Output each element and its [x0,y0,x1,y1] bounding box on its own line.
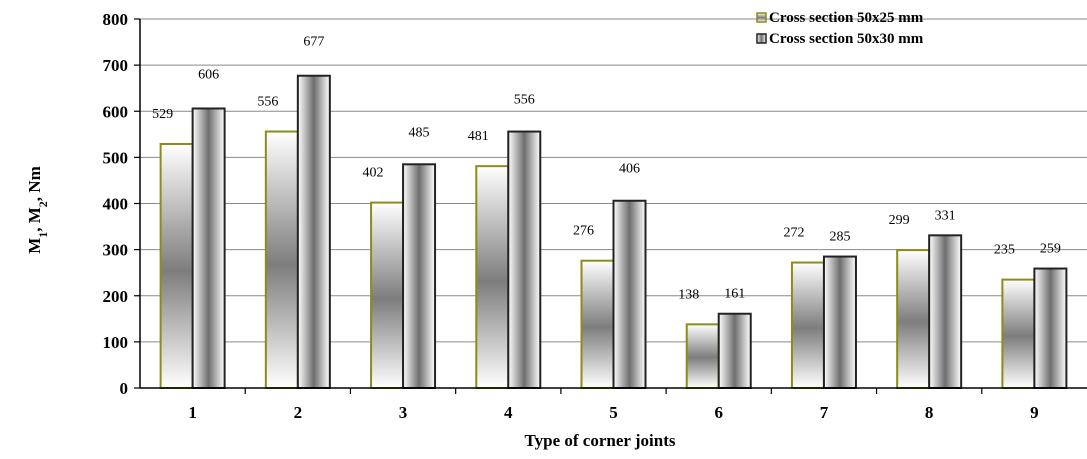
data-label-series-1-cat-3: 402 [363,166,384,181]
bar-series-2-cat-6 [717,312,752,389]
bar-series-2-cat-2 [296,74,331,389]
y-tick-label-100: 100 [103,333,129,352]
bars [159,74,1068,390]
bar-series-1-cat-5 [580,259,615,390]
x-tick-label-5: 5 [609,403,618,422]
data-label-series-2-cat-9: 259 [1040,242,1061,257]
x-tick-label-7: 7 [820,403,829,422]
x-tick-label-9: 9 [1030,403,1039,422]
bar-series-2-cat-3 [402,163,437,389]
x-tick-label-2: 2 [294,403,303,422]
legend-label-series-1: Cross section 50x25 mm [769,10,924,26]
x-tick-label-1: 1 [188,403,197,422]
x-tick-label-8: 8 [925,403,934,422]
bar-series-2-cat-1 [191,107,226,389]
data-label-series-1-cat-2: 556 [257,95,278,110]
y-axis-title-tail: , Nm [25,166,44,201]
data-label-series-1-cat-9: 235 [994,243,1015,258]
data-label-series-1-cat-7: 272 [783,226,804,241]
bar-series-2-cat-5 [612,199,647,389]
y-tick-label-700: 700 [103,56,129,75]
bar-series-1-cat-3 [370,201,405,389]
data-label-series-2-cat-7: 285 [829,230,850,245]
data-label-series-2-cat-5: 406 [619,162,640,177]
bar-series-1-cat-2 [264,130,299,389]
data-label-series-2-cat-3: 485 [409,125,430,140]
legend-swatch-series-1 [756,12,767,23]
y-tick-label-800: 800 [103,10,129,29]
bar-series-1-cat-8 [896,249,931,389]
data-label-series-1-cat-6: 138 [678,287,699,302]
bar-series-2-cat-7 [822,255,857,390]
data-label-series-1-cat-1: 529 [152,107,173,122]
y-axis-title-mid: , M [25,207,44,232]
data-label-series-2-cat-6: 161 [724,287,745,302]
x-axis-ticks: 1 2 3 4 5 6 7 8 9 [188,388,1039,422]
y-axis-title-base: M [25,238,44,254]
y-tick-label-300: 300 [103,241,129,260]
x-tick-label-4: 4 [504,403,513,422]
data-labels: 529 606 556 677 402 485 481 556 276 406 138 161 272 2… [152,35,1061,303]
data-label-series-2-cat-2: 677 [303,35,324,50]
y-tick-label-500: 500 [103,148,129,167]
bar-series-2-cat-9 [1033,267,1068,390]
bar-series-1-cat-9 [1001,278,1036,390]
data-label-series-1-cat-8: 299 [889,213,910,228]
y-axis-title-sub1: 1 [36,232,50,238]
x-tick-label-6: 6 [714,403,723,422]
y-tick-label-400: 400 [103,195,129,214]
bar-series-2-cat-8 [928,234,963,389]
bar-series-1-cat-6 [685,323,720,390]
legend: Cross section 50x25 mm Cross section 50x… [756,10,924,47]
y-tick-label-200: 200 [103,287,129,306]
data-label-series-2-cat-8: 331 [935,208,956,223]
y-axis-title: M1, M2, Nm [25,166,50,254]
y-axis-title-sub2: 2 [36,201,50,207]
bar-series-1-cat-4 [475,165,510,389]
data-label-series-2-cat-1: 606 [198,67,219,82]
y-tick-label-0: 0 [120,379,129,398]
legend-swatch-series-2 [756,33,767,44]
y-axis-ticks: 0 100 200 300 400 500 600 700 800 [103,10,140,398]
data-label-series-1-cat-5: 276 [573,224,594,239]
bar-series-2-cat-4 [507,130,542,389]
data-label-series-2-cat-4: 556 [514,93,535,108]
bar-series-1-cat-7 [790,261,825,390]
bar-series-1-cat-1 [159,142,194,389]
legend-label-series-2: Cross section 50x30 mm [769,31,924,47]
x-axis-title: Type of corner joints [525,431,676,450]
y-tick-label-600: 600 [103,102,129,121]
x-tick-label-3: 3 [399,403,408,422]
data-label-series-1-cat-4: 481 [468,129,489,144]
